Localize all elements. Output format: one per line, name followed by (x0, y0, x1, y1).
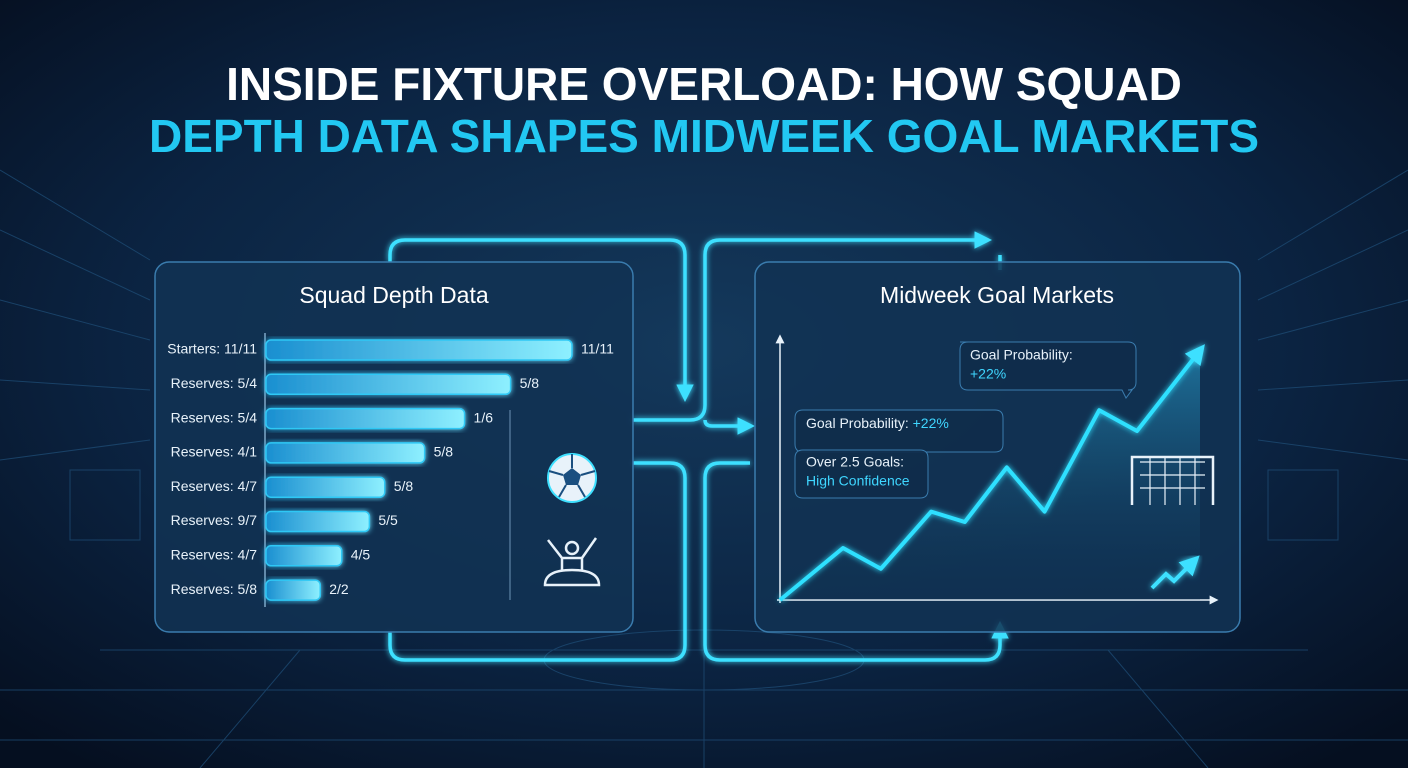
title-line: DEPTH DATA SHAPES MIDWEEK GOAL MARKETS (149, 110, 1259, 162)
connectors (388, 231, 1009, 662)
annotation-value: High Confidence (806, 473, 910, 489)
category-label: Reserves: 4/1 (171, 444, 258, 460)
bar (265, 407, 466, 430)
annotation: Over 2.5 Goals: High Confidence (794, 449, 929, 499)
category-label: Reserves: 5/4 (171, 375, 258, 391)
annotation-value: +22% (970, 366, 1006, 382)
bar (265, 579, 322, 601)
category-label: Reserves: 9/7 (171, 512, 258, 528)
bar-end-label: 5/8 (394, 478, 414, 494)
bar (265, 339, 573, 361)
bar (265, 373, 512, 396)
category-label: Reserves: 5/8 (171, 581, 258, 597)
player-icon (543, 537, 601, 587)
title-line: INSIDE FIXTURE OVERLOAD: HOW SQUAD (226, 58, 1182, 110)
annotation-label: Goal Probability: (970, 347, 1073, 363)
trend-icon (1150, 555, 1200, 590)
area (780, 350, 1200, 600)
panel-title: Midweek Goal Markets (880, 282, 1114, 308)
bar-end-label: 5/8 (520, 375, 540, 391)
bar-end-label: 5/5 (378, 512, 398, 528)
category-label: Reserves: 4/7 (171, 547, 258, 563)
annotation-label: Over 2.5 Goals: (806, 454, 904, 470)
soccer-ball-icon (547, 453, 597, 503)
annotation: Goal Probability: +22% (794, 409, 1004, 453)
annotation-value: +22% (913, 415, 949, 431)
category-label: Reserves: 5/4 (171, 409, 258, 425)
bar-end-label: 11/11 (581, 341, 614, 357)
bar (265, 510, 371, 533)
line (778, 344, 1205, 602)
bar-end-label: 5/8 (434, 444, 454, 460)
annotation-label: Goal Probability: (806, 415, 909, 431)
bar (265, 545, 343, 567)
bar-end-label: 4/5 (351, 547, 371, 563)
bar-end-label: 1/6 (474, 409, 494, 425)
bar (265, 476, 386, 498)
annotation-text: Goal Probability: +22% (806, 415, 949, 431)
category-label: Reserves: 4/7 (171, 478, 258, 494)
bar (265, 442, 426, 464)
category-label: Starters: 11/11 (167, 341, 257, 357)
bar-end-label: 2/2 (329, 581, 349, 597)
panel-title: Squad Depth Data (299, 282, 488, 308)
annotation: Goal Probability: +22% (959, 341, 1137, 399)
goal-icon (1130, 455, 1215, 505)
